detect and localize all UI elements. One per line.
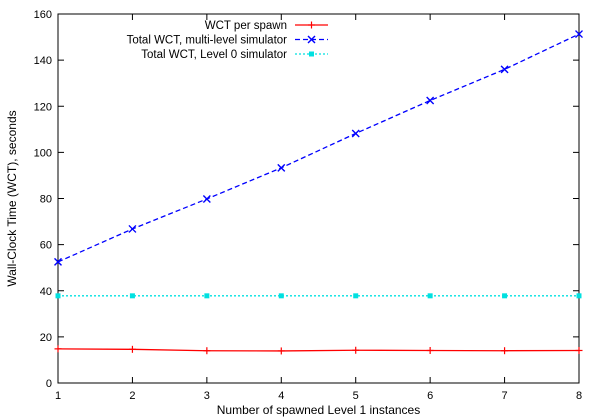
- data-point: [426, 346, 434, 354]
- data-point: [575, 346, 583, 354]
- data-point: [203, 347, 211, 355]
- series-line: [57, 33, 580, 263]
- legend-entry-3: Total WCT, Level 0 simulator: [141, 49, 328, 61]
- data-point: [128, 224, 137, 233]
- y-axis-title: Wall-Clock Time (WCT), seconds: [5, 110, 19, 286]
- series-line: [57, 348, 580, 352]
- x-axis-ticks: 1 2 3 4 5 6 7 8: [55, 14, 582, 402]
- data-point: [54, 345, 62, 353]
- legend-marker: [308, 21, 315, 29]
- marker-stroke: [500, 65, 509, 74]
- data-point: [575, 30, 583, 39]
- x-tick-label: 5: [353, 390, 359, 402]
- y-tick-label: 120: [34, 101, 52, 113]
- x-tick-label: 6: [427, 390, 433, 402]
- marker-stroke: [128, 224, 137, 233]
- x-tick-label: 8: [576, 390, 582, 402]
- data-point: [128, 345, 136, 353]
- data-point: [576, 293, 582, 299]
- data-point: [352, 346, 360, 354]
- data-point: [204, 293, 210, 299]
- data-point: [426, 96, 435, 105]
- y-tick-label: 160: [34, 9, 52, 21]
- data-point: [501, 347, 509, 355]
- y-axis-ticks: 0 20 40 60 80 100 120 140 160: [34, 9, 579, 390]
- y-tick-label: 20: [40, 332, 52, 344]
- data-point: [277, 347, 285, 355]
- legend-entry-1: WCT per spawn: [205, 20, 328, 32]
- y-tick-label: 60: [40, 240, 52, 252]
- y-tick-label: 40: [40, 286, 52, 298]
- data-point: [427, 293, 433, 299]
- series-layer: [54, 30, 583, 355]
- legend-entry-2: Total WCT, multi-level simulator: [127, 35, 328, 47]
- data-point: [202, 194, 211, 203]
- plot-frame: [57, 13, 580, 384]
- x-tick-label: 1: [55, 390, 61, 402]
- legend-marker: [307, 35, 316, 44]
- series-1: [54, 345, 583, 355]
- x-tick-label: 3: [204, 390, 210, 402]
- series-3: [55, 293, 582, 299]
- data-point: [278, 293, 284, 299]
- data-point: [129, 293, 135, 299]
- marker-stroke: [426, 96, 435, 105]
- x-tick-label: 2: [129, 390, 135, 402]
- data-point: [351, 129, 360, 138]
- data-point: [54, 257, 62, 266]
- legend-label: Total WCT, Level 0 simulator: [141, 49, 287, 61]
- x-tick-label: 7: [502, 390, 508, 402]
- series-2: [54, 30, 583, 266]
- data-point: [500, 65, 509, 74]
- marker-stroke: [351, 129, 360, 138]
- plot-area: [57, 13, 580, 384]
- marker-stroke: [202, 194, 211, 203]
- legend-label: WCT per spawn: [205, 20, 287, 32]
- marker-stroke: [575, 30, 583, 39]
- legend: WCT per spawn Total WCT, multi-level simu…: [127, 20, 328, 61]
- y-tick-label: 100: [34, 147, 52, 159]
- marker-stroke: [54, 257, 62, 266]
- y-tick-label: 140: [34, 55, 52, 67]
- legend-label: Total WCT, multi-level simulator: [127, 35, 288, 47]
- data-point: [353, 293, 359, 299]
- y-tick-label: 0: [46, 378, 52, 390]
- data-point: [55, 293, 61, 299]
- marker-stroke: [277, 163, 286, 172]
- data-point: [277, 163, 286, 172]
- y-tick-label: 80: [40, 194, 52, 206]
- x-tick-label: 4: [278, 390, 284, 402]
- legend-marker: [309, 51, 314, 57]
- marker-stroke: [307, 35, 316, 44]
- x-axis-title: Number of spawned Level 1 instances: [217, 403, 420, 417]
- data-point: [502, 293, 508, 299]
